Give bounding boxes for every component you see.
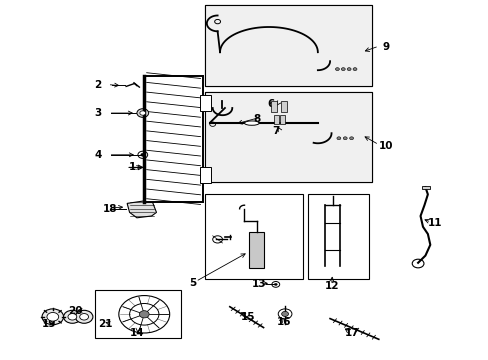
Text: 18: 18 bbox=[102, 204, 117, 214]
Text: 5: 5 bbox=[189, 278, 196, 288]
Bar bbox=[307, 194, 368, 279]
Bar bbox=[144, 76, 203, 202]
Text: 17: 17 bbox=[344, 328, 359, 338]
Text: 2: 2 bbox=[94, 80, 101, 90]
Text: 1: 1 bbox=[128, 162, 135, 172]
Text: 19: 19 bbox=[41, 319, 56, 329]
Text: 12: 12 bbox=[325, 281, 339, 291]
Bar bbox=[95, 290, 181, 338]
Bar bbox=[200, 95, 211, 111]
Ellipse shape bbox=[244, 121, 259, 125]
Bar bbox=[205, 92, 371, 182]
Circle shape bbox=[352, 68, 356, 71]
Circle shape bbox=[47, 312, 59, 321]
Circle shape bbox=[80, 314, 88, 320]
Circle shape bbox=[349, 137, 353, 140]
Circle shape bbox=[68, 314, 77, 320]
Circle shape bbox=[281, 311, 288, 316]
Polygon shape bbox=[127, 200, 156, 218]
Circle shape bbox=[141, 153, 144, 156]
Bar bbox=[205, 5, 371, 86]
Text: 16: 16 bbox=[276, 317, 290, 327]
Circle shape bbox=[335, 68, 339, 71]
Bar bbox=[200, 166, 211, 183]
Circle shape bbox=[341, 68, 345, 71]
Text: 7: 7 bbox=[272, 126, 280, 136]
Circle shape bbox=[274, 283, 277, 285]
Bar bbox=[421, 186, 429, 189]
Text: 9: 9 bbox=[382, 42, 389, 52]
Circle shape bbox=[75, 310, 93, 323]
Circle shape bbox=[343, 137, 346, 140]
Bar bbox=[271, 101, 277, 112]
Circle shape bbox=[140, 111, 145, 115]
Text: 15: 15 bbox=[241, 312, 255, 322]
Circle shape bbox=[137, 109, 148, 117]
Text: 4: 4 bbox=[94, 150, 102, 160]
Circle shape bbox=[336, 137, 340, 140]
Text: 10: 10 bbox=[378, 141, 393, 151]
Bar bbox=[280, 115, 285, 124]
Bar bbox=[281, 101, 286, 112]
Text: 3: 3 bbox=[94, 108, 101, 118]
Bar bbox=[205, 194, 303, 279]
Text: 11: 11 bbox=[427, 218, 442, 228]
Text: 8: 8 bbox=[253, 114, 260, 124]
Text: 13: 13 bbox=[251, 279, 266, 289]
Text: 14: 14 bbox=[129, 328, 144, 338]
Bar bbox=[249, 232, 264, 268]
Bar bbox=[205, 5, 371, 86]
Circle shape bbox=[42, 309, 63, 325]
Text: 21: 21 bbox=[98, 319, 112, 329]
Bar bbox=[205, 92, 371, 182]
Bar bbox=[273, 115, 278, 124]
Circle shape bbox=[139, 311, 149, 318]
Text: 6: 6 bbox=[267, 99, 274, 109]
Circle shape bbox=[346, 68, 350, 71]
Text: 20: 20 bbox=[68, 306, 83, 316]
Circle shape bbox=[63, 310, 81, 323]
